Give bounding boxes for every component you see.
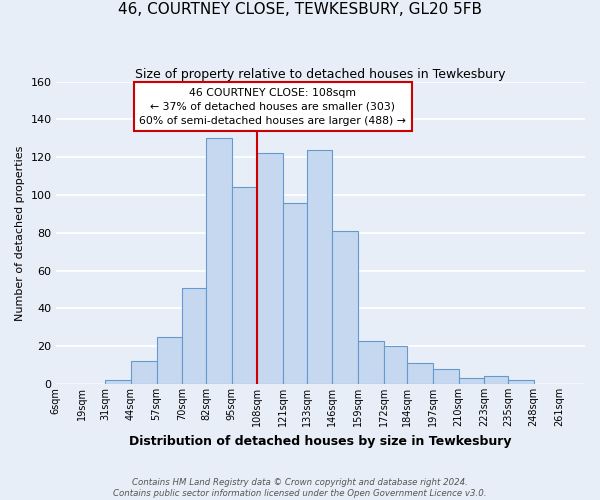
Bar	[105, 380, 131, 384]
Bar	[206, 138, 232, 384]
Bar	[458, 378, 484, 384]
Bar	[232, 188, 257, 384]
Bar	[182, 288, 206, 384]
Text: 46 COURTNEY CLOSE: 108sqm
← 37% of detached houses are smaller (303)
60% of semi: 46 COURTNEY CLOSE: 108sqm ← 37% of detac…	[139, 88, 406, 126]
Bar	[358, 340, 383, 384]
Bar	[257, 154, 283, 384]
Text: 46, COURTNEY CLOSE, TEWKESBURY, GL20 5FB: 46, COURTNEY CLOSE, TEWKESBURY, GL20 5FB	[118, 2, 482, 18]
Bar	[157, 337, 182, 384]
Bar	[307, 150, 332, 384]
Bar	[283, 202, 307, 384]
Text: Contains HM Land Registry data © Crown copyright and database right 2024.
Contai: Contains HM Land Registry data © Crown c…	[113, 478, 487, 498]
Bar	[508, 380, 533, 384]
Title: Size of property relative to detached houses in Tewkesbury: Size of property relative to detached ho…	[135, 68, 506, 80]
Bar	[131, 362, 157, 384]
Y-axis label: Number of detached properties: Number of detached properties	[15, 145, 25, 320]
Bar	[484, 376, 508, 384]
Bar	[383, 346, 407, 384]
Bar	[407, 363, 433, 384]
Bar	[433, 369, 458, 384]
Bar	[332, 231, 358, 384]
X-axis label: Distribution of detached houses by size in Tewkesbury: Distribution of detached houses by size …	[129, 434, 512, 448]
